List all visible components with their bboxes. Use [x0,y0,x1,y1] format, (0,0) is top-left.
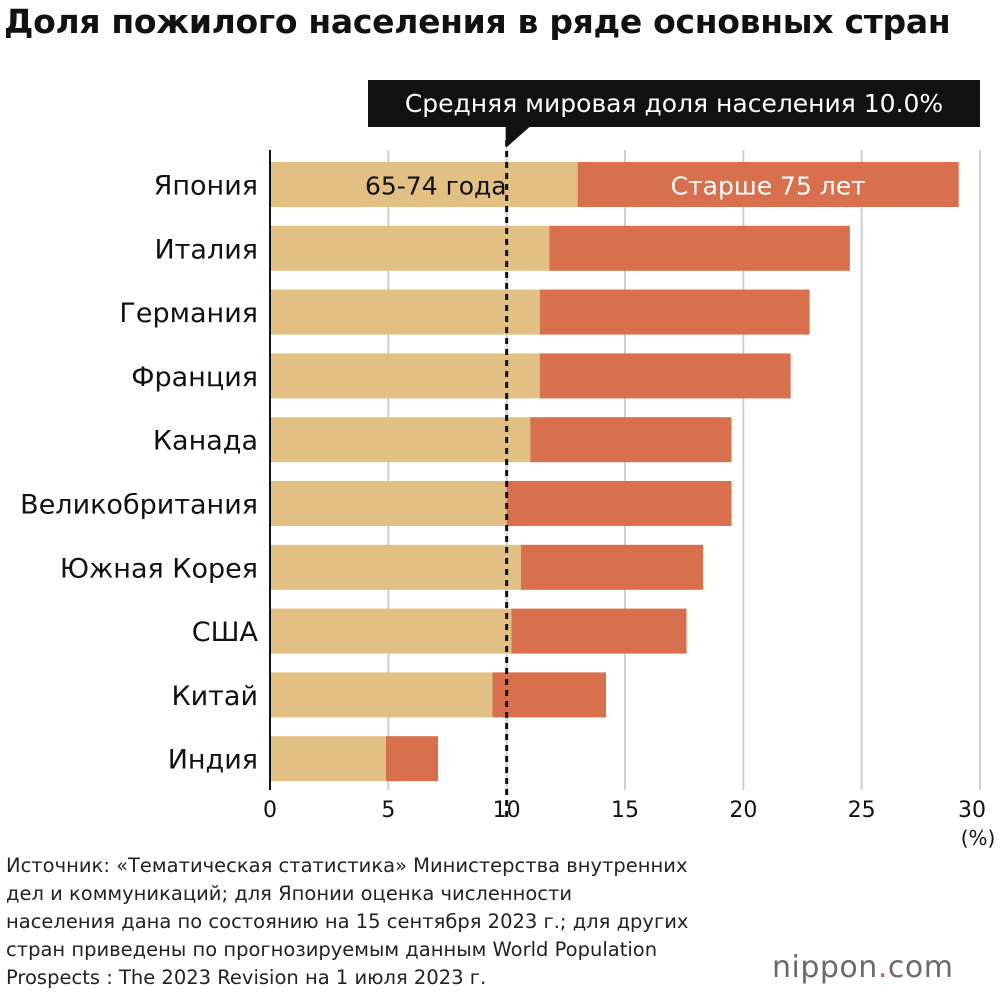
bar-age-65-74 [270,608,512,654]
x-tick-label: 25 [848,798,876,823]
category-label: США [192,617,259,648]
category-label: Канада [153,426,258,457]
bar-age-75-plus [539,353,791,399]
bar-age-75-plus [511,608,687,654]
logo-name: nippon [772,950,878,985]
x-tick-label: 0 [263,798,277,823]
series-label-65-74: 65-74 года [365,172,507,201]
chart-title: Доля пожилого населения в ряде основных … [4,2,951,41]
bar-age-75-plus [506,481,732,526]
source-note: Источник: «Тематическая статистика» Мини… [6,852,766,992]
category-label: Китай [171,681,258,712]
x-tick-label: 10 [493,798,521,823]
bar-age-75-plus [577,162,959,207]
bar-age-65-74 [270,672,493,718]
x-tick-label: 20 [729,798,757,823]
bar-age-75-plus [520,544,704,590]
reference-label-pointer [505,126,531,148]
x-tick-label: 30 [958,798,986,823]
bar-age-65-74 [270,544,521,590]
bar-age-65-74 [270,736,386,782]
category-label: Южная Корея [60,553,258,584]
category-label: Индия [168,745,258,776]
logo-tld: com [887,950,954,985]
bar-chart: Япония Италия Германия Франция Канада Великоб… [20,80,996,850]
category-label: Германия [119,298,258,329]
source-line: стран приведены по прогнозируемым данным… [6,938,658,961]
x-tick-label: 5 [381,798,395,823]
source-line: Источник: «Тематическая статистика» Мини… [6,854,688,877]
series-label-75-plus: Старше 75 лет [671,172,866,201]
category-label: Франция [131,362,258,393]
bar-age-65-74 [270,225,550,271]
source-line: дел и коммуникаций; для Японии оценка чи… [6,882,573,905]
source-line: Prospects : The 2023 Revision на 1 июля … [6,966,487,989]
category-label: Италия [154,234,258,265]
category-label: Япония [154,171,258,202]
bar-age-75-plus [492,672,607,718]
x-tick-label: 15 [611,798,639,823]
source-line: населения дана по состоянию на 15 сентяб… [6,910,689,933]
nippon-logo: nippon.com [772,950,953,985]
x-unit-label: (%) [961,826,996,850]
category-label: Великобритания [20,490,258,521]
bar-age-75-plus [549,225,850,271]
bar-age-65-74 [270,289,540,335]
reference-label-box [368,80,980,127]
bar-age-65-74 [270,417,531,463]
bar-age-75-plus [385,736,439,782]
bar-age-65-74 [270,162,578,207]
bar-age-75-plus [530,417,732,463]
bar-age-75-plus [539,289,810,335]
bar-age-65-74 [270,353,540,399]
bar-age-65-74 [270,481,507,526]
logo-dot: . [877,950,888,985]
reference-label: Средняя мировая доля населения 10.0% [405,89,943,118]
